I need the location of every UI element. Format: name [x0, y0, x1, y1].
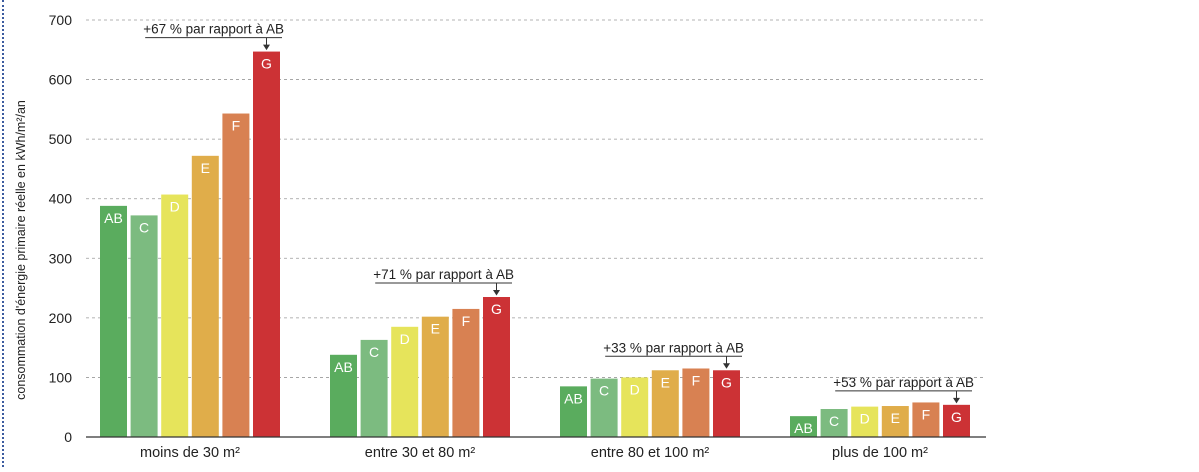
x-label-plus-de-100-m2: plus de 100 m²	[832, 445, 928, 461]
y-tick-0: 0	[64, 429, 72, 445]
bar-label-plus-de-100-m2-e: E	[891, 410, 900, 426]
bar-label-entre-80-et-100-m2-g: G	[721, 374, 732, 390]
bar-label-moins-de-30-m2-e: E	[201, 160, 210, 176]
bar-entre-30-et-80-m2-g	[483, 297, 510, 437]
bar-label-entre-80-et-100-m2-c: C	[599, 383, 609, 399]
bar-label-moins-de-30-m2-g: G	[261, 56, 272, 72]
bar-label-entre-30-et-80-m2-ab: AB	[334, 359, 353, 375]
bar-label-entre-80-et-100-m2-e: E	[661, 374, 670, 390]
bar-label-entre-80-et-100-m2-d: D	[630, 381, 640, 397]
x-label-entre-30-et-80-m2: entre 30 et 80 m²	[365, 445, 476, 461]
x-label-entre-80-et-100-m2: entre 80 et 100 m²	[591, 445, 710, 461]
bar-label-entre-30-et-80-m2-c: C	[369, 344, 379, 360]
annotation-arrowhead-entre-80-et-100-m2	[723, 363, 730, 369]
gridlines	[86, 19, 986, 378]
annotations: +67 % par rapport à AB +71 % par rapport …	[143, 22, 974, 404]
annotation-text-entre-80-et-100-m2: +33 % par rapport à AB	[603, 340, 744, 355]
annotation-text-entre-30-et-80-m2: +71 % par rapport à AB	[373, 267, 514, 282]
bar-entre-80-et-100-m2-e	[651, 370, 679, 437]
bar-entre-80-et-100-m2-g	[713, 370, 740, 437]
y-tick-400: 400	[49, 191, 73, 207]
bar-entre-30-et-80-m2-c	[360, 339, 388, 437]
y-tick-labels: 0 100 200 300 400 500 600 700	[49, 12, 73, 445]
annotation-text-moins-de-30-m2: +67 % par rapport à AB	[143, 22, 284, 37]
bar-label-plus-de-100-m2-d: D	[860, 411, 870, 427]
y-tick-200: 200	[49, 310, 73, 326]
bar-moins-de-30-m2-g	[253, 51, 280, 438]
bar-moins-de-30-m2-e	[191, 155, 219, 437]
bars: AB C D E F G AB C D E F G AB C D E F G AB C D E F G	[100, 51, 970, 438]
bar-moins-de-30-m2-ab	[100, 205, 127, 437]
bar-label-plus-de-100-m2-f: F	[922, 406, 931, 422]
bar-label-moins-de-30-m2-ab: AB	[104, 210, 123, 226]
bar-label-entre-30-et-80-m2-e: E	[431, 321, 440, 337]
y-tick-700: 700	[49, 12, 73, 28]
bar-plus-de-100-m2-c	[820, 409, 848, 437]
bar-moins-de-30-m2-d	[161, 194, 189, 437]
bar-label-entre-30-et-80-m2-d: D	[400, 331, 410, 347]
bar-plus-de-100-m2-f	[912, 402, 940, 437]
annotation-arrowhead-moins-de-30-m2	[263, 44, 270, 51]
bar-plus-de-100-m2-ab	[790, 416, 817, 437]
y-tick-100: 100	[49, 369, 73, 385]
y-axis-label: consommation d'énergie primaire réelle e…	[14, 100, 28, 400]
bar-label-entre-80-et-100-m2-ab: AB	[564, 390, 583, 406]
bar-label-plus-de-100-m2-g: G	[951, 409, 962, 425]
left-dotted-border	[2, 0, 4, 467]
bar-label-entre-30-et-80-m2-g: G	[491, 301, 502, 317]
y-tick-300: 300	[49, 250, 73, 266]
bar-label-moins-de-30-m2-c: C	[139, 219, 149, 235]
annotation-text-plus-de-100-m2: +53 % par rapport à AB	[833, 375, 974, 390]
bar-entre-30-et-80-m2-ab	[330, 354, 357, 437]
y-tick-500: 500	[49, 131, 73, 147]
bar-label-moins-de-30-m2-f: F	[232, 118, 241, 134]
bar-label-plus-de-100-m2-c: C	[829, 413, 839, 429]
bar-entre-80-et-100-m2-d	[621, 377, 649, 437]
bar-plus-de-100-m2-e	[881, 406, 909, 437]
bar-entre-80-et-100-m2-ab	[560, 386, 587, 437]
x-label-moins-de-30-m2: moins de 30 m²	[140, 445, 240, 461]
bar-label-entre-30-et-80-m2-f: F	[462, 313, 471, 329]
bar-entre-30-et-80-m2-e	[421, 316, 449, 437]
bar-entre-30-et-80-m2-f	[452, 308, 480, 437]
x-category-labels: moins de 30 m² entre 30 et 80 m² entre 80 …	[140, 445, 928, 461]
bar-entre-80-et-100-m2-c	[590, 378, 618, 437]
annotation-arrowhead-plus-de-100-m2	[953, 397, 960, 404]
bar-plus-de-100-m2-g	[943, 404, 970, 437]
bar-moins-de-30-m2-c	[130, 215, 158, 437]
bar-moins-de-30-m2-f	[222, 113, 250, 437]
bar-entre-80-et-100-m2-f	[682, 368, 710, 437]
bar-plus-de-100-m2-d	[851, 406, 879, 437]
y-tick-600: 600	[49, 72, 73, 88]
bar-label-entre-80-et-100-m2-f: F	[692, 372, 701, 388]
bar-label-moins-de-30-m2-d: D	[170, 199, 180, 215]
bar-entre-30-et-80-m2-d	[391, 326, 419, 437]
bar-label-plus-de-100-m2-ab: AB	[794, 420, 813, 436]
annotation-arrowhead-entre-30-et-80-m2	[493, 290, 500, 296]
